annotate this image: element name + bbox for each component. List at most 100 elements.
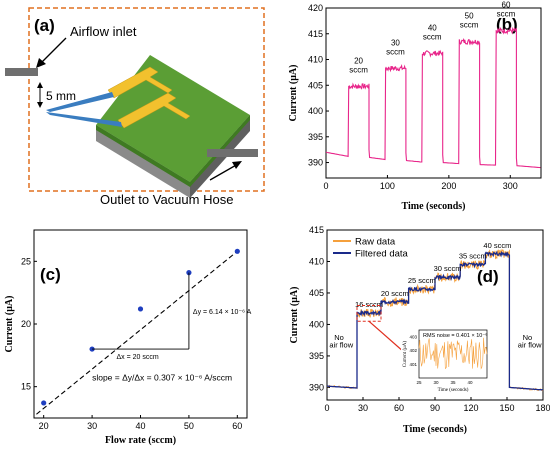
step-label-unit: sccm [386,47,405,56]
step-label: 30 sccm [434,264,462,273]
no-flow-left-line2: air flow [329,341,353,350]
substrate-edge-front [96,125,190,187]
x-tick-label: 50 [184,421,194,431]
airflow-arrowhead [36,58,46,68]
gap-arrowhead-up [37,82,43,88]
x-tick-label: 0 [324,403,329,413]
y-tick-label: 405 [309,288,324,298]
substrate-top [96,55,250,182]
y-axis-label: Current (μA) [4,296,15,353]
step-label-unit: sccm [460,20,479,29]
y-axis-label: Current (μA) [289,287,300,344]
y-tick-label: 400 [308,106,323,116]
panel-a-illustration: (a) Airflow inlet 5 mm Outlet to Vacuum … [5,7,265,207]
step-label: 16 sccm [355,300,383,309]
inset-y-tick-label: 402 [409,348,417,353]
electrode-lower [117,92,191,129]
x-axis-label: Time (seconds) [403,424,467,435]
y-tick-label: 395 [309,351,324,361]
x-tick-label: 0 [323,181,328,191]
step-label: 25 sccm [408,276,436,285]
inset-x-tick-label: 40 [467,380,473,385]
data-point [41,400,47,406]
y-tick-label: 415 [308,29,323,39]
x-tick-label: 120 [463,403,478,413]
inset-y-axis-label: Current (μA) [403,341,408,367]
inset-x-tick-label: 35 [450,380,456,385]
step-label-unit: sccm [497,10,516,19]
step-label-value: 60 [502,1,511,10]
inset-series-line [418,337,488,370]
step-label-value: 50 [465,11,474,20]
step-label: 20 sccm [381,289,409,298]
y-tick-label: 20 [21,319,31,329]
inset-x-tick-label: 25 [416,380,422,385]
data-point [234,248,240,254]
inset-title: RMS noise = 0.401 × 10⁻⁶ [423,332,487,339]
y-tick-label: 15 [21,382,31,392]
outlet-arrow [209,163,239,181]
step-label: 35 sccm [459,252,487,261]
chart-b: 0 100 200 300 390 395 400 405 410 415 420 Time (sec… [288,1,542,212]
x-tick-label: 60 [232,421,242,431]
linear-fit-line [36,250,238,415]
inset-y-tick-label: 403 [409,334,417,339]
step-label-value: 20 [354,56,363,65]
wire-lower [46,112,122,127]
x-tick-label: 100 [380,181,395,191]
panel-c-label: (c) [40,265,61,284]
step-label-value: 30 [391,38,400,47]
chart-d: 0 30 60 90 120 150 180 390 395 400 405 410 415 Time (… [289,225,550,435]
x-tick-label: 20 [39,421,49,431]
step-label-unit: sccm [349,65,368,74]
inset-y-tick-label: 401 [409,362,417,367]
y-tick-label: 405 [308,80,323,90]
slope-annotation: slope = Δy/Δx = 0.307 × 10⁻⁶ A/sccm [92,372,232,382]
legend-entry: Raw data [355,237,396,248]
step-label-value: 40 [428,23,437,32]
x-tick-label: 180 [535,403,550,413]
y-tick-label: 400 [309,319,324,329]
panel-d-label: (d) [477,267,499,286]
x-tick-label: 300 [503,181,518,191]
outlet-arrowhead [232,161,242,169]
chart-c: 20 30 40 50 60 15 20 25 Flow rate (sccm) Current … [4,229,252,446]
plot-frame [325,7,542,179]
legend-entry: Filtered data [355,249,409,260]
vacuum-outlet-pipe [207,149,258,157]
panel-a-border [28,7,265,192]
delta-x-annotation: Δx = 20 sccm [117,354,159,361]
x-tick-label: 90 [430,403,440,413]
delta-y-annotation: Δy = 6.14 × 10⁻⁶ A [193,309,252,316]
x-tick-label: 30 [87,421,97,431]
data-point [137,306,144,312]
step-label-unit: sccm [423,32,442,41]
gap-label: 5 mm [46,89,76,103]
electrode-upper [107,66,173,99]
inset-x-tick-label: 30 [433,380,439,385]
airflow-arrow [39,37,67,65]
x-tick-label: 40 [135,421,145,431]
y-tick-label: 410 [308,55,323,65]
x-tick-label: 200 [441,181,456,191]
series-line-current [325,26,541,169]
y-tick-label: 410 [309,256,324,266]
x-axis-label: Time (seconds) [402,201,466,212]
plot-frame [33,229,248,419]
y-tick-label: 390 [309,382,324,392]
wire-upper [46,92,114,112]
no-flow-left-line1: No [334,333,344,342]
outlet-label: Outlet to Vacuum Hose [100,192,233,207]
no-flow-right-line2: air flow [518,341,542,350]
x-tick-label: 30 [358,403,368,413]
inset-x-axis-label: Time (seconds) [438,388,469,393]
x-tick-label: 150 [499,403,514,413]
airflow-inlet-pipe [5,68,38,76]
series-line-filtered [326,250,544,391]
airflow-inlet-label: Airflow inlet [70,24,137,39]
step-label: 40 sccm [483,241,511,250]
no-flow-right-line1: No [523,333,533,342]
y-tick-label: 395 [308,132,323,142]
y-axis-label: Current (μA) [288,65,299,122]
y-tick-label: 390 [308,158,323,168]
